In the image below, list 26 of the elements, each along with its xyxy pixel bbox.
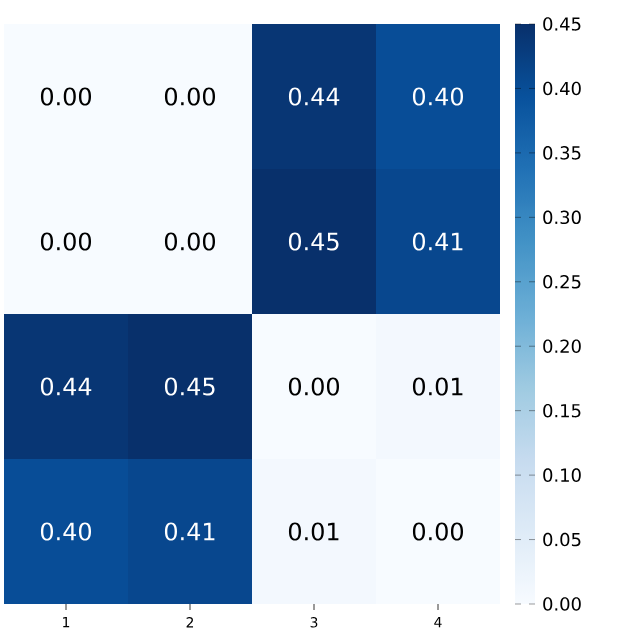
data-label: 0.00 <box>40 232 92 251</box>
color-bar-label: 0.05 <box>543 532 581 547</box>
data-label: 0.41 <box>164 522 215 541</box>
data-label: 0.41 <box>412 232 463 251</box>
color-bar-label: 0.45 <box>543 17 581 31</box>
data-label: 0.44 <box>40 377 92 396</box>
data-label: 0.00 <box>40 87 92 106</box>
color-bar-label: 0.00 <box>543 597 581 611</box>
data-label: 0.00 <box>288 377 340 396</box>
data-label: 0.01 <box>288 522 339 541</box>
data-label: 0.40 <box>40 522 92 541</box>
color-bar-label: 0.35 <box>543 146 581 160</box>
data-label: 0.40 <box>412 87 464 106</box>
data-label: 0.45 <box>288 232 339 251</box>
color-bar-label: 0.30 <box>543 210 581 225</box>
data-label: 0.45 <box>164 377 215 396</box>
color-bar-label: 0.25 <box>543 274 581 289</box>
data-label: 0.01 <box>412 377 463 396</box>
data-label: 0.00 <box>164 232 216 251</box>
data-label: 0.00 <box>164 87 216 106</box>
color-bar-label: 0.10 <box>543 468 581 482</box>
data-label: 0.44 <box>288 87 340 106</box>
color-bar-label: 0.40 <box>543 81 581 96</box>
color-bar-label: 0.15 <box>543 403 581 418</box>
data-label: 0.00 <box>412 522 464 541</box>
color-bar-label: 0.20 <box>543 339 581 353</box>
